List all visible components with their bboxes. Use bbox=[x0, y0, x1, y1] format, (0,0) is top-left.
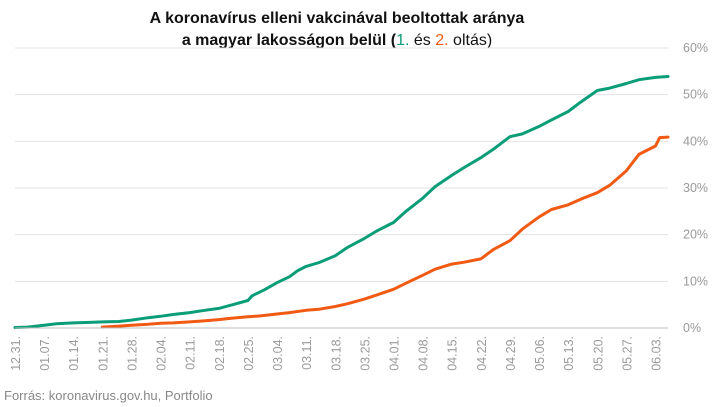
y-tick-label: 30% bbox=[683, 181, 708, 195]
title-suffix: oltás) bbox=[449, 32, 493, 49]
x-tick-label: 05.20. bbox=[591, 336, 605, 371]
x-tick-label: 02.11. bbox=[184, 336, 198, 370]
chart-title-line1: A koronavírus elleni vakcinával beoltott… bbox=[150, 10, 525, 27]
chart-title-line2: a magyar lakosságon belül (1. és 2. oltá… bbox=[182, 32, 492, 49]
title-second-dose-label: 2. bbox=[435, 32, 448, 49]
second-dose-line bbox=[100, 135, 670, 329]
x-tick-label: 01.14. bbox=[67, 336, 81, 371]
x-tick-label: 02.25. bbox=[242, 336, 256, 371]
y-gridlines bbox=[15, 47, 668, 282]
y-tick-label: 40% bbox=[683, 134, 708, 148]
x-tick-label: 04.08. bbox=[417, 336, 431, 371]
x-tick-label: 01.07. bbox=[38, 336, 52, 371]
x-tick-label: 04.29. bbox=[504, 336, 518, 371]
title-and: és bbox=[409, 32, 435, 49]
title-prefix: a magyar lakosságon belül ( bbox=[182, 32, 397, 49]
x-tick-label: 01.28. bbox=[125, 336, 139, 371]
x-tick-label: 02.18. bbox=[213, 336, 227, 371]
series-lines bbox=[13, 75, 670, 329]
y-tick-label: 10% bbox=[683, 274, 708, 288]
x-tick-label: 01.21. bbox=[96, 336, 110, 371]
x-tick-label: 02.04. bbox=[155, 336, 169, 371]
x-tick-label: 04.22. bbox=[475, 336, 489, 371]
x-tick-label: 05.13. bbox=[562, 336, 576, 371]
y-tick-label: 50% bbox=[683, 88, 708, 102]
x-tick-label: 03.04. bbox=[271, 336, 285, 371]
x-tick-label: 04.01. bbox=[387, 336, 401, 371]
source-note: Forrás: koronavirus.gov.hu, Portfolio bbox=[4, 388, 213, 403]
x-tick-label: 03.25. bbox=[358, 336, 372, 371]
x-tick-label: 03.18. bbox=[329, 336, 343, 371]
y-tick-label: 20% bbox=[683, 228, 708, 242]
x-tick-label: 12.31. bbox=[9, 336, 23, 371]
title-first-dose-label: 1. bbox=[396, 32, 409, 49]
x-tick-label: 05.27. bbox=[620, 336, 634, 371]
x-axis-ticks: 12.31. 01.07. 01.14. 01.21. 01.28. 02.04. 02.1… bbox=[9, 336, 664, 371]
y-tick-label: 0% bbox=[683, 321, 701, 335]
x-tick-label: 03.11. bbox=[300, 336, 314, 370]
x-tick-label: 06.03. bbox=[650, 336, 664, 371]
y-axis-ticks: 0% 10% 20% 30% 40% 50% 60% bbox=[683, 41, 708, 335]
x-tick-label: 05.06. bbox=[533, 336, 547, 371]
x-tick-label: 04.15. bbox=[446, 336, 460, 371]
y-tick-label: 60% bbox=[683, 41, 708, 55]
first-dose-line bbox=[13, 75, 670, 329]
